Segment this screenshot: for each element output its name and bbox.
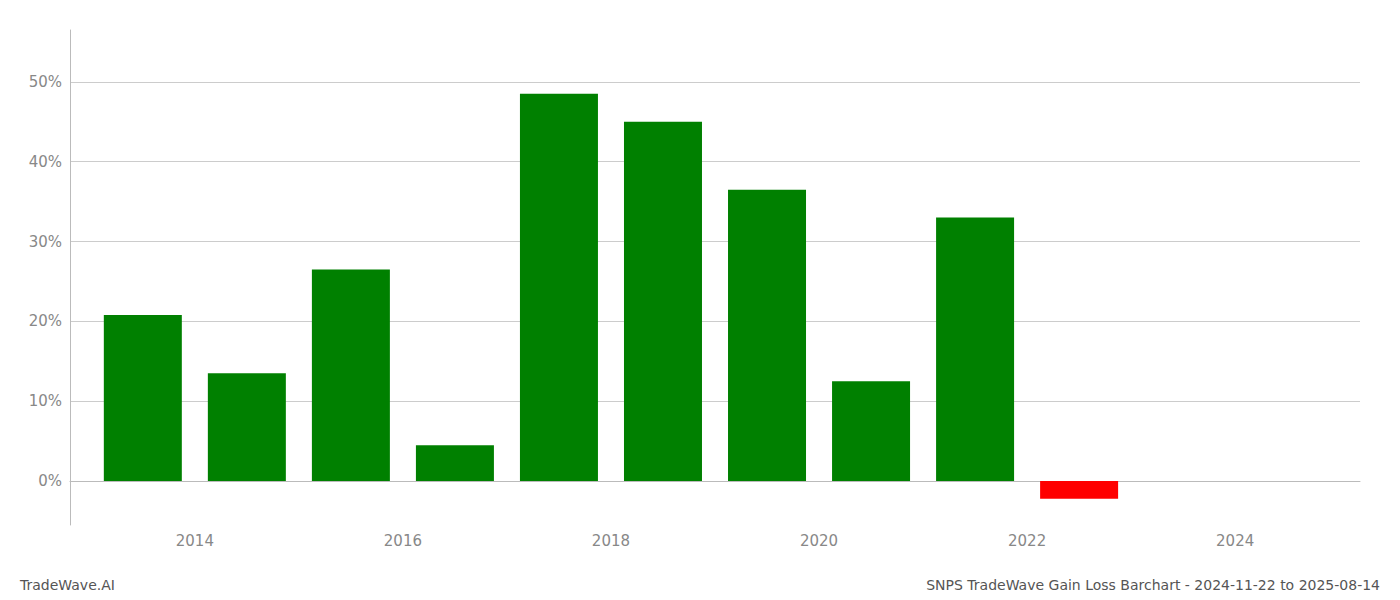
svg-text:2014: 2014 [176,532,214,550]
svg-text:10%: 10% [29,392,62,410]
svg-text:TradeWave.AI: TradeWave.AI [19,577,115,593]
svg-text:2024: 2024 [1216,532,1254,550]
svg-text:50%: 50% [29,73,62,91]
svg-text:20%: 20% [29,312,62,330]
svg-text:2016: 2016 [384,532,422,550]
svg-text:40%: 40% [29,153,62,171]
svg-text:2020: 2020 [800,532,838,550]
svg-text:2018: 2018 [592,532,630,550]
svg-text:2022: 2022 [1008,532,1046,550]
svg-text:30%: 30% [29,233,62,251]
svg-text:SNPS TradeWave Gain Loss Barch: SNPS TradeWave Gain Loss Barchart - 2024… [926,577,1380,593]
svg-text:0%: 0% [38,472,62,490]
